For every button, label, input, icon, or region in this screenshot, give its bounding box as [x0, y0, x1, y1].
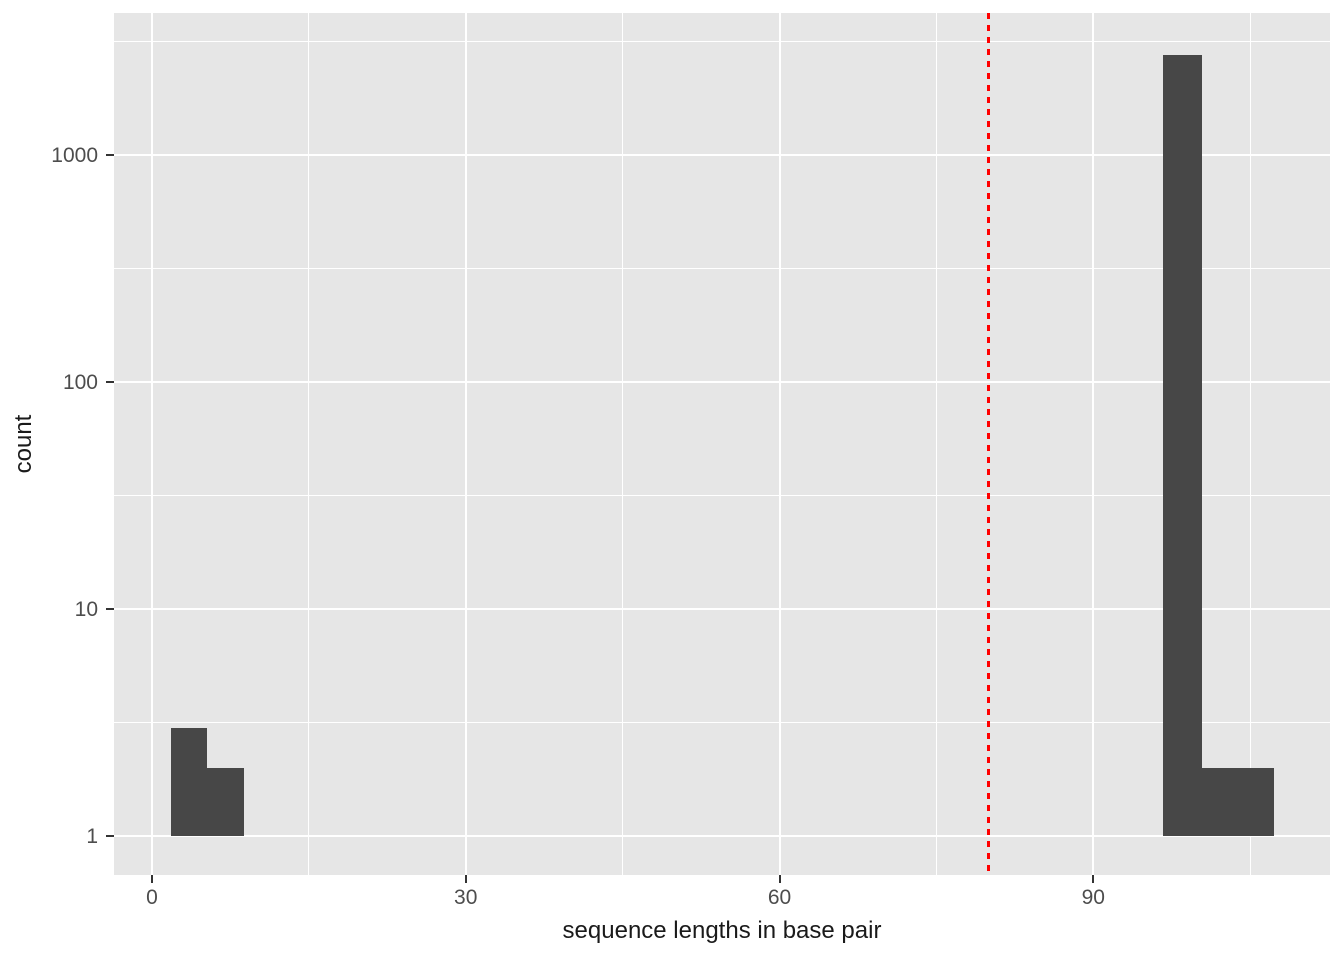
- plot-panel: [114, 13, 1330, 875]
- x-minor-gridline: [622, 13, 624, 875]
- histogram-bar: [170, 727, 207, 836]
- x-tick-label: 90: [1081, 886, 1105, 909]
- y-axis-title: count: [10, 414, 37, 474]
- y-major-gridline: [114, 607, 1330, 610]
- y-minor-gridline: [114, 267, 1330, 269]
- x-minor-gridline: [1249, 13, 1251, 875]
- y-minor-gridline: [114, 721, 1330, 723]
- y-major-gridline: [114, 834, 1330, 837]
- y-tick-mark: [106, 153, 114, 156]
- x-minor-gridline: [308, 13, 310, 875]
- y-tick-label: 1: [86, 824, 98, 848]
- y-minor-gridline: [114, 40, 1330, 42]
- x-minor-gridline: [935, 13, 937, 875]
- y-major-gridline: [114, 380, 1330, 383]
- y-tick-mark: [106, 607, 114, 610]
- y-tick-mark: [106, 380, 114, 383]
- y-major-gridline: [114, 153, 1330, 156]
- y-tick-label: 1000: [51, 143, 98, 167]
- x-major-gridline: [150, 13, 153, 875]
- x-major-gridline: [778, 13, 781, 875]
- x-major-gridline: [1092, 13, 1095, 875]
- x-tick-mark: [778, 875, 781, 883]
- histogram-bar: [1201, 767, 1275, 836]
- y-tick-mark: [106, 834, 114, 837]
- x-major-gridline: [464, 13, 467, 875]
- x-tick-mark: [1092, 875, 1095, 883]
- x-tick-mark: [464, 875, 467, 883]
- y-tick-label: 10: [74, 597, 98, 621]
- x-tick-mark: [150, 875, 153, 883]
- y-minor-gridline: [114, 494, 1330, 496]
- y-tick-label: 100: [62, 370, 98, 394]
- x-axis-title: sequence lengths in base pair: [562, 917, 882, 944]
- histogram-bar: [206, 767, 244, 836]
- x-tick-label: 0: [146, 886, 158, 909]
- histogram-bar: [1163, 55, 1202, 836]
- threshold-vline: [987, 13, 991, 875]
- x-tick-label: 30: [454, 886, 478, 909]
- x-tick-label: 60: [767, 886, 792, 909]
